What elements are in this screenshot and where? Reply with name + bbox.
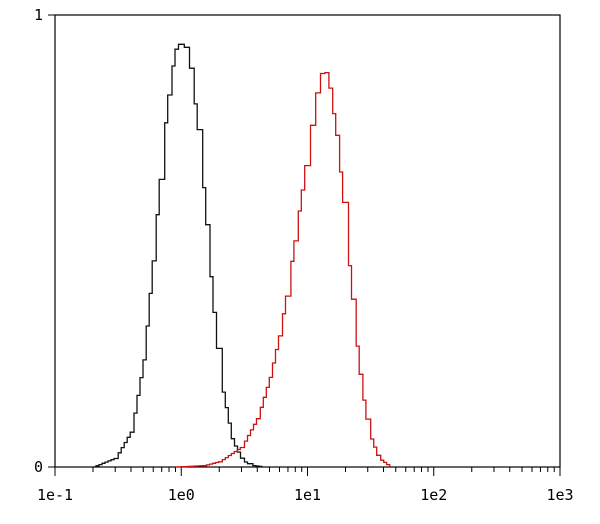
y-tick-label: 0 xyxy=(34,458,43,476)
axis-ticks: 1e-1 1e0 1e1 1e2 1e3 0 1 xyxy=(34,6,574,504)
series-layer xyxy=(93,43,391,468)
x-tick-label: 1e2 xyxy=(420,486,447,504)
x-tick-label: 1e3 xyxy=(546,486,573,504)
plot-frame xyxy=(54,14,561,468)
series-1-histogram-line xyxy=(93,43,263,468)
x-tick-label: 1e-1 xyxy=(37,486,73,504)
y-tick-label: 1 xyxy=(34,6,43,24)
x-tick-label: 1e1 xyxy=(294,486,321,504)
series-2-histogram-line xyxy=(175,71,391,468)
x-tick-label: 1e0 xyxy=(168,486,195,504)
